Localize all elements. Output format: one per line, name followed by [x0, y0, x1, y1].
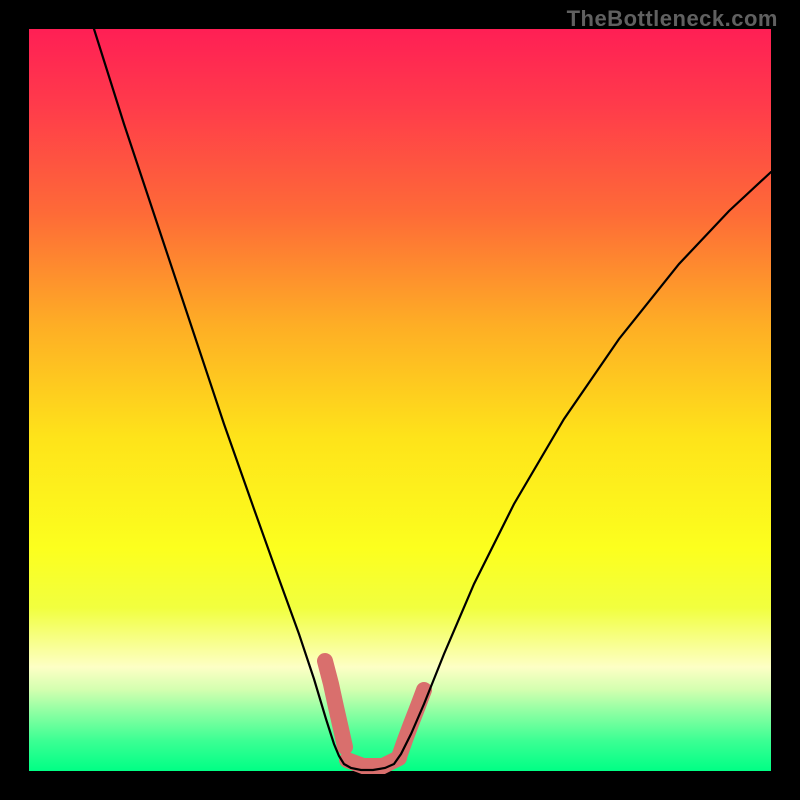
plot-area: [29, 29, 771, 771]
bottleneck-curve: [94, 29, 771, 770]
highlight-group: [325, 661, 424, 766]
highlight-segment: [325, 661, 345, 747]
chart-frame: TheBottleneck.com: [0, 0, 800, 800]
highlight-segment: [399, 690, 424, 757]
curve-layer: [29, 29, 771, 771]
